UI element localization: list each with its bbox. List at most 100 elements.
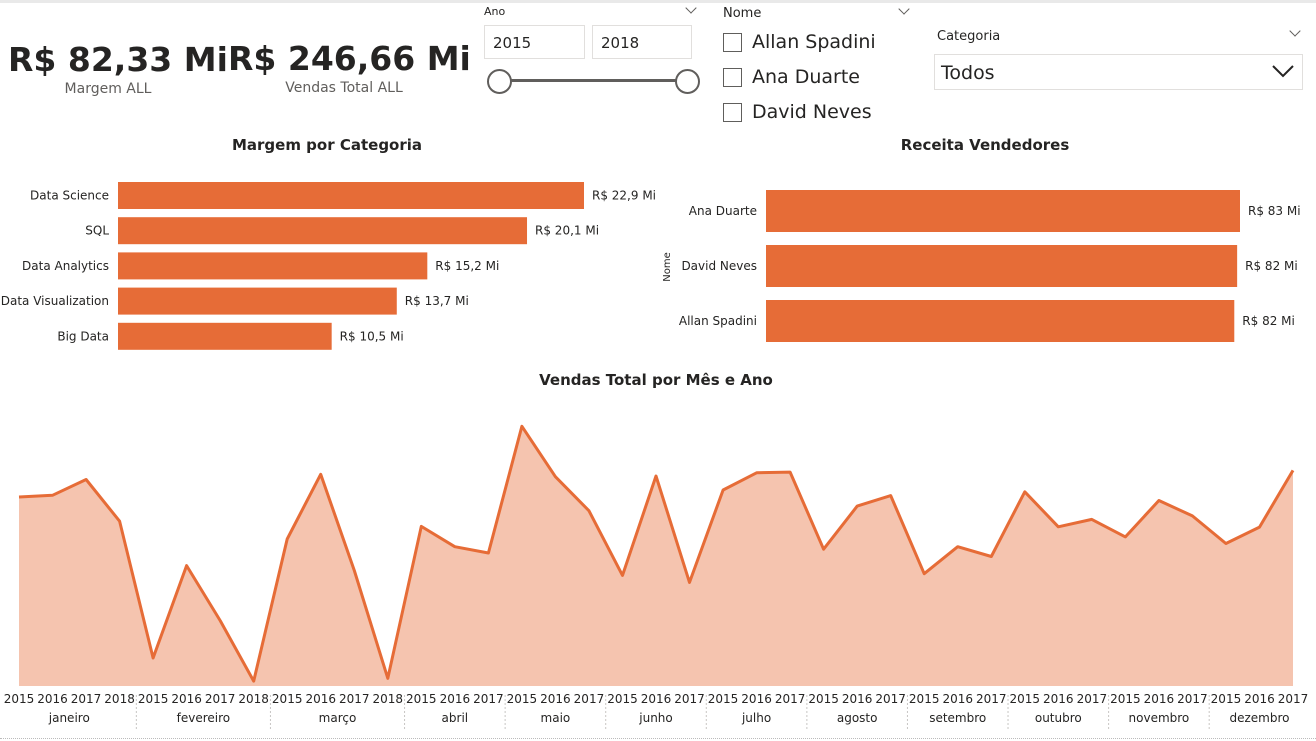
checkbox[interactable] (723, 102, 742, 122)
x-tick-year: 2015 (708, 692, 739, 706)
x-tick-year: 2017 (205, 692, 236, 706)
data-point[interactable] (351, 568, 357, 574)
x-tick-year: 2016 (1144, 692, 1175, 706)
data-point[interactable] (1156, 498, 1162, 504)
chevron-down-icon[interactable] (1289, 25, 1301, 37)
data-point[interactable] (385, 675, 391, 681)
x-tick-year: 2017 (976, 692, 1007, 706)
x-tick-month: janeiro (48, 711, 90, 725)
bar[interactable] (766, 245, 1238, 287)
data-label: R$ 13,7 Mi (405, 294, 469, 308)
data-point[interactable] (1223, 541, 1229, 547)
x-tick-year: 2015 (909, 692, 940, 706)
data-point[interactable] (217, 618, 223, 624)
bar[interactable] (118, 252, 428, 280)
data-point[interactable] (1055, 524, 1061, 530)
data-point[interactable] (1122, 534, 1128, 540)
year-slider-start-handle[interactable] (487, 69, 512, 94)
data-point[interactable] (687, 579, 693, 585)
checkbox[interactable] (723, 67, 742, 87)
bar[interactable] (118, 217, 528, 245)
x-tick-year: 2017 (875, 692, 906, 706)
chevron-down-icon[interactable] (898, 3, 910, 15)
name-option-david[interactable]: David Neves (723, 101, 872, 123)
data-point[interactable] (150, 655, 156, 661)
x-tick-year: 2016 (641, 692, 672, 706)
data-label: R$ 82 Mi (1242, 314, 1295, 328)
data-point[interactable] (988, 554, 994, 560)
data-point[interactable] (117, 518, 123, 524)
data-point[interactable] (754, 470, 760, 476)
data-point[interactable] (1290, 467, 1296, 473)
category-label: Big Data (57, 329, 109, 343)
name-option-allan[interactable]: Allan Spadini (723, 31, 876, 53)
data-point[interactable] (1189, 513, 1195, 519)
checkbox[interactable] (723, 32, 742, 52)
bottom-border (0, 738, 1316, 739)
data-point[interactable] (921, 571, 927, 577)
x-tick-year: 2015 (1211, 692, 1242, 706)
data-point[interactable] (184, 563, 190, 569)
data-point[interactable] (485, 550, 491, 556)
data-point[interactable] (452, 544, 458, 550)
data-point[interactable] (1256, 524, 1262, 530)
data-point[interactable] (519, 423, 525, 429)
chevron-down-icon[interactable] (685, 2, 697, 14)
series-line[interactable] (18, 424, 1295, 683)
x-tick-month: outubro (1035, 711, 1082, 725)
data-label: R$ 10,5 Mi (340, 329, 404, 343)
data-label: R$ 82 Mi (1245, 259, 1298, 273)
chevron-down-icon[interactable] (1270, 57, 1296, 83)
bar[interactable] (766, 190, 1240, 232)
bar[interactable] (118, 182, 584, 209)
x-tick-year: 2016 (171, 692, 202, 706)
data-point[interactable] (318, 471, 324, 477)
data-point[interactable] (16, 494, 22, 500)
chart-title-receita: Receita Vendedores (900, 136, 1070, 154)
data-point[interactable] (955, 544, 961, 550)
x-tick-year: 2016 (1043, 692, 1074, 706)
category-dropdown[interactable]: Todos (934, 54, 1303, 90)
data-point[interactable] (284, 536, 290, 542)
data-point[interactable] (586, 508, 592, 514)
x-tick-year: 2016 (305, 692, 336, 706)
data-point[interactable] (83, 477, 89, 483)
bar[interactable] (118, 287, 397, 315)
data-point[interactable] (821, 546, 827, 552)
kpi-margem: R$ 82,33 Mi Margem ALL (8, 40, 228, 97)
data-point[interactable] (50, 492, 56, 498)
data-point[interactable] (854, 503, 860, 509)
x-tick-year: 2016 (741, 692, 772, 706)
x-tick-month: maio (541, 711, 571, 725)
bar[interactable] (766, 300, 1235, 342)
data-point[interactable] (1089, 516, 1095, 522)
data-point[interactable] (653, 473, 659, 479)
data-point[interactable] (720, 487, 726, 493)
year-slicer-title: Ano (484, 5, 506, 18)
name-option-label: Allan Spadini (752, 31, 876, 53)
year-slider-end-handle[interactable] (675, 69, 700, 94)
category-label: Allan Spadini (679, 314, 757, 328)
kpi-vendas-label: Vendas Total ALL (285, 80, 403, 96)
x-tick-year: 2017 (775, 692, 806, 706)
data-point[interactable] (1022, 489, 1028, 495)
x-tick-year: 2016 (1244, 692, 1275, 706)
data-point[interactable] (787, 469, 793, 475)
x-tick-year: 2016 (37, 692, 68, 706)
year-start-input[interactable]: 2015 (484, 25, 585, 59)
x-tick-year: 2015 (607, 692, 638, 706)
data-point[interactable] (251, 678, 257, 684)
name-option-label: David Neves (752, 101, 872, 123)
data-point[interactable] (888, 493, 894, 499)
name-option-ana[interactable]: Ana Duarte (723, 66, 860, 88)
data-point[interactable] (418, 523, 424, 529)
category-label: SQL (85, 224, 109, 238)
data-point[interactable] (552, 474, 558, 480)
bar[interactable] (118, 322, 332, 350)
x-tick-month: junho (638, 711, 673, 725)
year-end-input[interactable]: 2018 (592, 25, 692, 59)
data-point[interactable] (619, 572, 625, 578)
year-slider-track[interactable] (498, 79, 688, 82)
x-tick-year: 2016 (942, 692, 973, 706)
x-tick-year: 2016 (842, 692, 873, 706)
